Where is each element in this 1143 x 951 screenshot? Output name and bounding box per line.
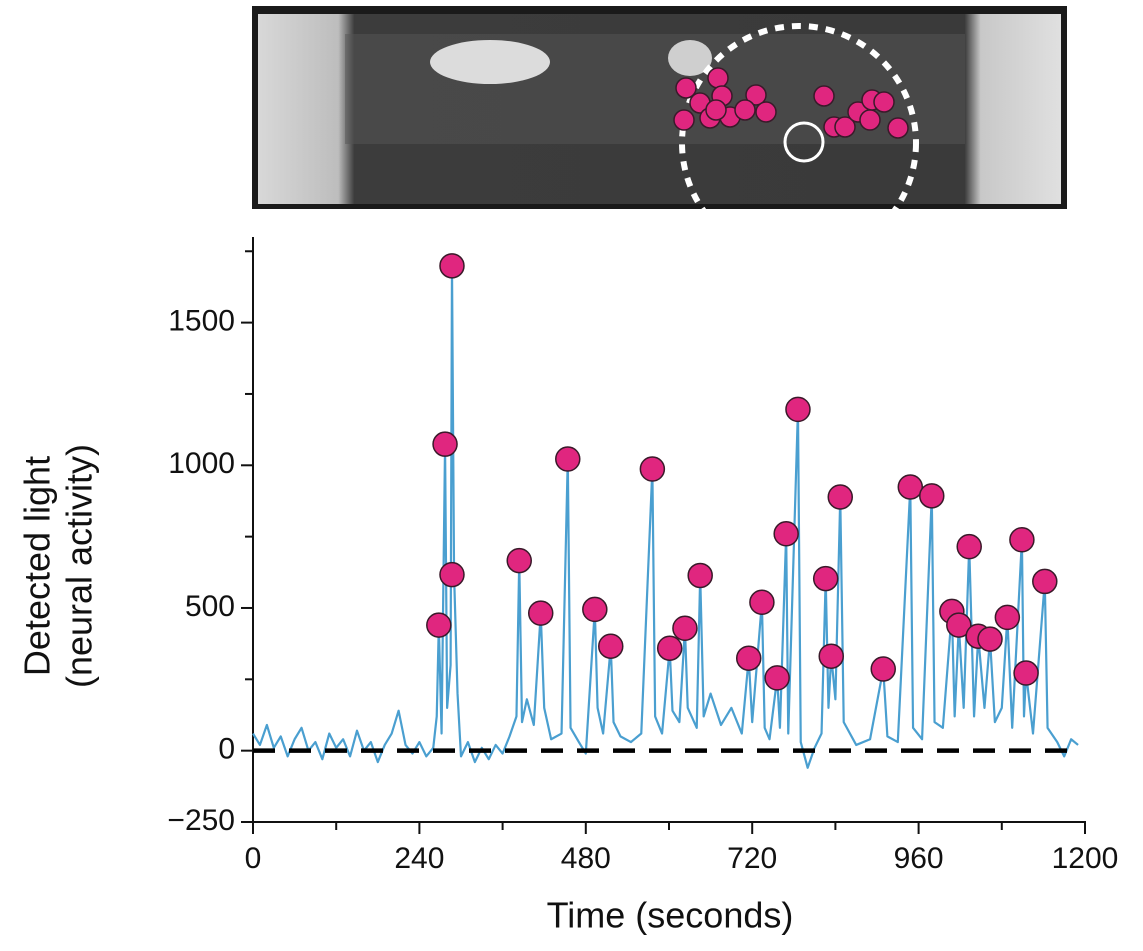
x-tick-label: 960: [894, 842, 944, 875]
peak-marker: [956, 533, 982, 560]
peak-marker: [764, 665, 790, 691]
peak-marker: [785, 396, 811, 423]
y-axis-label: (neural activity): [59, 444, 100, 688]
peak-marker: [1032, 568, 1058, 595]
peak-marker: [827, 484, 854, 510]
peak-marker: [672, 615, 698, 641]
y-axis-title: Detected light (neural activity): [17, 444, 100, 688]
peak-marker: [870, 656, 896, 682]
peak-marker: [527, 600, 554, 626]
peak-marker: [994, 604, 1021, 631]
y-tick-label: 1500: [168, 305, 235, 338]
peak-marker: [812, 565, 839, 592]
peak-marker: [656, 635, 683, 661]
peak-marker: [773, 521, 799, 547]
y-tick-label: 500: [185, 590, 235, 623]
peak-marker: [1009, 527, 1035, 553]
x-tick-label: 0: [245, 842, 262, 875]
peak-marker: [598, 633, 624, 659]
y-tick-label: 0: [218, 733, 235, 766]
x-tick-label: 240: [394, 842, 444, 875]
peak-marker: [639, 456, 666, 482]
peak-marker: [749, 589, 775, 616]
x-tick-label: 1200: [1052, 842, 1119, 875]
peak-marker: [439, 561, 465, 588]
peak-marker: [977, 626, 1003, 652]
x-tick-label: 720: [727, 842, 777, 875]
y-tick-label: 1000: [168, 447, 235, 480]
peak-marker: [432, 431, 458, 457]
peak-marker: [426, 612, 452, 638]
x-tick-label: 480: [561, 842, 611, 875]
peak-marker: [1013, 660, 1039, 686]
peak-marker: [897, 474, 924, 500]
y-axis-label: Detected light: [17, 456, 58, 676]
peak-marker: [946, 612, 972, 638]
peak-marker: [735, 645, 762, 671]
peak-marker: [506, 547, 532, 574]
peak-marker: [687, 562, 713, 589]
x-axis-label: Time (seconds): [547, 895, 794, 936]
peak-marker: [439, 253, 465, 279]
y-tick-label: −250: [167, 804, 235, 837]
peak-marker: [582, 596, 608, 623]
peak-marker: [555, 446, 581, 472]
peak-marker: [919, 483, 945, 509]
trace-line: [252, 264, 1079, 769]
peak-marker: [818, 643, 844, 669]
photo: [252, 6, 1067, 263]
